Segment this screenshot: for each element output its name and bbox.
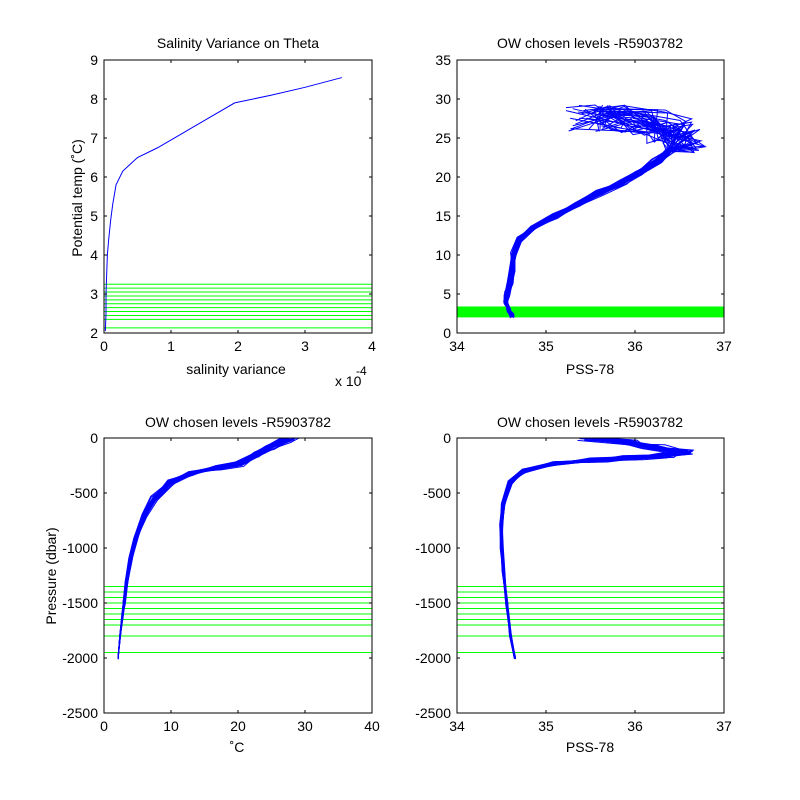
y-tick-label: 20 [435,169,451,185]
y-tick-label: 10 [435,247,451,263]
x-tick-label: 35 [538,718,554,734]
y-tick-label: -500 [423,485,451,501]
x-tick-label: 0 [100,718,108,734]
y-axis-label: Potential temp (˚C) [69,139,85,256]
chosen-levels [104,586,372,653]
x-axis-label: salinity variance [186,361,286,377]
plot-layer: 0 10 20 30 40 -2500 -2000 -1500 -1000 -500 0 [62,430,380,734]
x-axis-label: ˚C [230,739,245,755]
axes: 0 1 2 3 4 2 3 4 5 6 7 8 9 [90,52,376,354]
axes-frame [456,59,725,334]
profile-line [500,438,682,659]
profile-line [117,438,287,659]
y-tick-label: 3 [90,286,98,302]
y-tick-label: 6 [90,169,98,185]
profile-lines [499,438,695,660]
y-axis-label: Pressure (dbar) [43,527,59,624]
axes: 34 35 36 37 0 5 10 15 20 25 30 35 [435,52,732,354]
x-tick-label: 1 [167,338,175,354]
y-tick-label: 7 [90,130,98,146]
x-axis-label: PSS-78 [566,739,614,755]
axes: 0 10 20 30 40 -2500 -2000 -1500 -1000 -500 0 [62,430,380,734]
chart-title: OW chosen levels -R5903782 [497,35,683,51]
profile-line [506,105,694,316]
panel-salinity-theta: 34 35 36 37 0 5 10 15 20 25 30 35 OW chosen levels … [435,35,732,377]
chart-title: Salinity Variance on Theta [157,35,319,51]
y-tick-label: 5 [90,208,98,224]
y-tick-label: -500 [70,485,98,501]
chosen-levels [104,283,372,329]
y-tick-label: 4 [90,247,98,263]
chosen-levels-band [457,306,724,318]
x-tick-label: 4 [368,338,376,354]
panel-salinity-variance: 0 1 2 3 4 2 3 4 5 6 7 8 9 Salinity Variance on Theta… [69,35,376,389]
chosen-levels [457,586,724,653]
panel-temperature-pressure: 0 10 20 30 40 -2500 -2000 -1500 -1000 -500 0 OW ch… [43,414,380,755]
profile-line [504,111,673,318]
x-tick-label: 3 [301,338,309,354]
x-tick-label: 34 [449,338,465,354]
x-tick-label: 2 [234,338,242,354]
y-tick-label: 5 [443,286,451,302]
y-tick-label: 30 [435,91,451,107]
x-axis-exponent-power: -4 [356,364,367,378]
x-tick-label: 35 [538,338,554,354]
profile-line [117,439,296,659]
x-tick-label: 40 [364,718,380,734]
y-tick-label: 35 [435,52,451,68]
x-tick-label: 37 [716,718,732,734]
y-tick-label: 0 [443,325,451,341]
plot-layer: 0 1 2 3 4 2 3 4 5 6 7 8 9 [90,52,376,354]
x-tick-label: 10 [163,718,179,734]
y-tick-label: -1000 [415,540,451,556]
profile-lines [117,438,300,660]
y-tick-label: 2 [90,325,98,341]
variance-line [104,77,342,332]
x-tick-label: 0 [100,338,108,354]
y-tick-label: -1000 [62,540,98,556]
x-tick-label: 37 [716,338,732,354]
x-axis-exponent: x 10 [335,373,362,389]
plot-layer: 34 35 36 37 0 5 10 15 20 25 30 35 [435,52,732,354]
y-tick-label: 25 [435,130,451,146]
x-tick-label: 36 [627,338,643,354]
x-tick-label: 36 [627,718,643,734]
profile-line [505,110,701,316]
profile-lines [503,104,707,319]
x-tick-label: 30 [297,718,313,734]
plot-layer: 34 35 36 37 -2500 -2000 -1500 -1000 -500 0 [415,430,732,734]
axes: 34 35 36 37 -2500 -2000 -1500 -1000 -500 0 [415,430,732,734]
y-tick-label: -1500 [415,595,451,611]
y-tick-label: 9 [90,52,98,68]
x-tick-label: 20 [230,718,246,734]
y-tick-label: -2000 [62,650,98,666]
y-tick-label: -2500 [415,705,451,721]
y-tick-label: 8 [90,91,98,107]
chart-title: OW chosen levels -R5903782 [497,414,683,430]
x-axis-label: PSS-78 [566,361,614,377]
y-tick-label: -2000 [415,650,451,666]
x-tick-label: 34 [449,718,465,734]
y-tick-label: 0 [90,430,98,446]
chart-title: OW chosen levels -R5903782 [145,414,331,430]
y-tick-label: -1500 [62,595,98,611]
y-tick-label: 15 [435,208,451,224]
y-tick-label: -2500 [62,705,98,721]
y-tick-label: 0 [443,430,451,446]
panel-salinity-pressure: 34 35 36 37 -2500 -2000 -1500 -1000 -500 0 OW cho… [415,414,732,755]
axes-frame [456,437,725,714]
